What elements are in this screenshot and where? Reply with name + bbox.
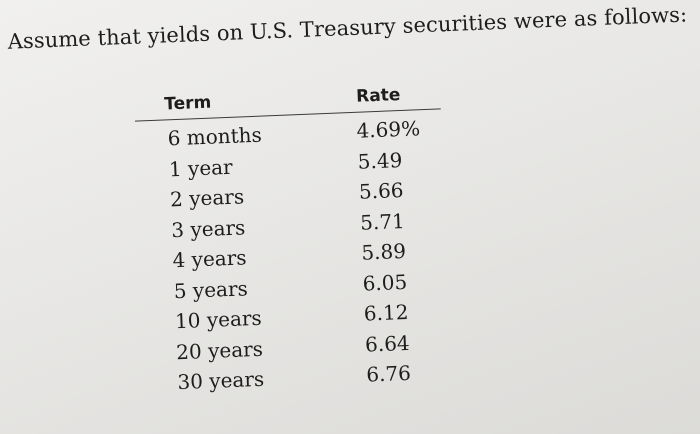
term-cell: 1 year <box>168 154 234 181</box>
rate-cell: 5.66 <box>358 177 404 204</box>
rate-cell: 6.76 <box>365 360 412 387</box>
rate-cell: 6.12 <box>363 299 409 326</box>
rate-cell: 5.89 <box>360 238 407 265</box>
intro-text: Assume that yields on U.S. Treasury secu… <box>7 2 688 54</box>
header-rate: Rate <box>355 85 401 107</box>
treasury-yield-table: Term Rate 6 months 4.69% 1 year 5.49 2 y… <box>133 74 452 400</box>
rate-cell: 5.49 <box>357 147 403 174</box>
term-cell: 10 years <box>174 305 263 334</box>
term-cell: 6 months <box>167 122 263 151</box>
term-cell: 20 years <box>175 336 264 364</box>
term-cell: 30 years <box>176 366 265 395</box>
header-term: Term <box>163 92 212 115</box>
rate-cell: 4.69% <box>356 116 421 143</box>
term-cell: 4 years <box>172 245 247 273</box>
rate-cell: 6.05 <box>362 269 408 296</box>
term-cell: 2 years <box>169 184 245 212</box>
term-cell: 3 years <box>170 214 246 242</box>
rate-cell: 6.64 <box>364 330 411 357</box>
term-cell: 5 years <box>173 275 249 303</box>
table-body: 6 months 4.69% 1 year 5.49 2 years 5.66 … <box>135 109 452 400</box>
rate-cell: 5.71 <box>359 208 406 235</box>
